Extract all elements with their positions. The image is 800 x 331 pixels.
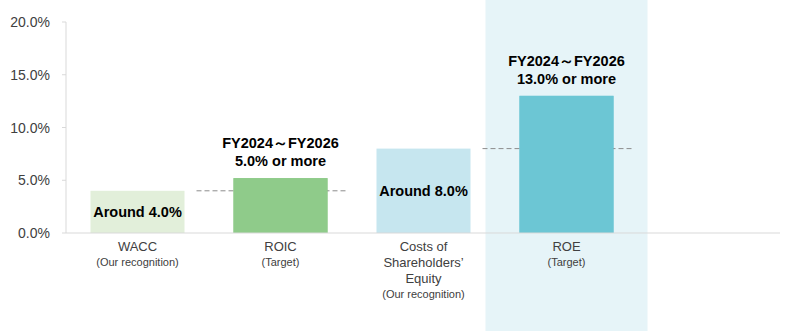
tick-mark: [62, 180, 66, 181]
tick-mark: [62, 233, 66, 234]
category-label: WACC: [118, 239, 157, 254]
bar: [520, 96, 614, 233]
annotation: FY2024～FY2026: [508, 53, 625, 69]
tick-label: 10.0%: [10, 120, 50, 136]
annotation: 13.0% or more: [517, 71, 616, 87]
bar: [377, 149, 471, 233]
bar: [91, 191, 185, 233]
category-subtitle: (Our recognition): [96, 256, 179, 268]
tick-label: 0.0%: [18, 225, 50, 241]
annotation: Around 8.0%: [379, 183, 468, 199]
annotation: FY2024～FY2026: [222, 135, 339, 151]
category-label: ROE: [552, 239, 581, 254]
category-subtitle: (Target): [262, 256, 300, 268]
category-subtitle: (Target): [548, 256, 586, 268]
tick-label: 20.0%: [10, 14, 50, 30]
x-axis: [66, 233, 780, 234]
category-label: Costs ofShareholders’Equity: [383, 239, 463, 286]
bars: [91, 96, 634, 233]
annotation: 5.0% or more: [235, 153, 326, 169]
chart: 0.0% 5.0% 10.0% 15.0% 20.0% Around 4.0% FY2024…: [0, 0, 800, 331]
tick-label: 5.0%: [18, 172, 50, 188]
bar-overlay: [520, 96, 614, 233]
category-subtitle: (Our recognition): [382, 288, 465, 300]
tick-mark: [62, 22, 66, 23]
bar-overlay: [234, 178, 328, 233]
annotation: Around 4.0%: [93, 204, 182, 220]
highlight-panel: [486, 0, 648, 331]
category-label: ROIC: [264, 239, 297, 254]
bar: [234, 178, 328, 233]
tick-label: 15.0%: [10, 67, 50, 83]
y-axis: [66, 22, 67, 233]
tick-mark: [62, 74, 66, 75]
tick-mark: [62, 127, 66, 128]
